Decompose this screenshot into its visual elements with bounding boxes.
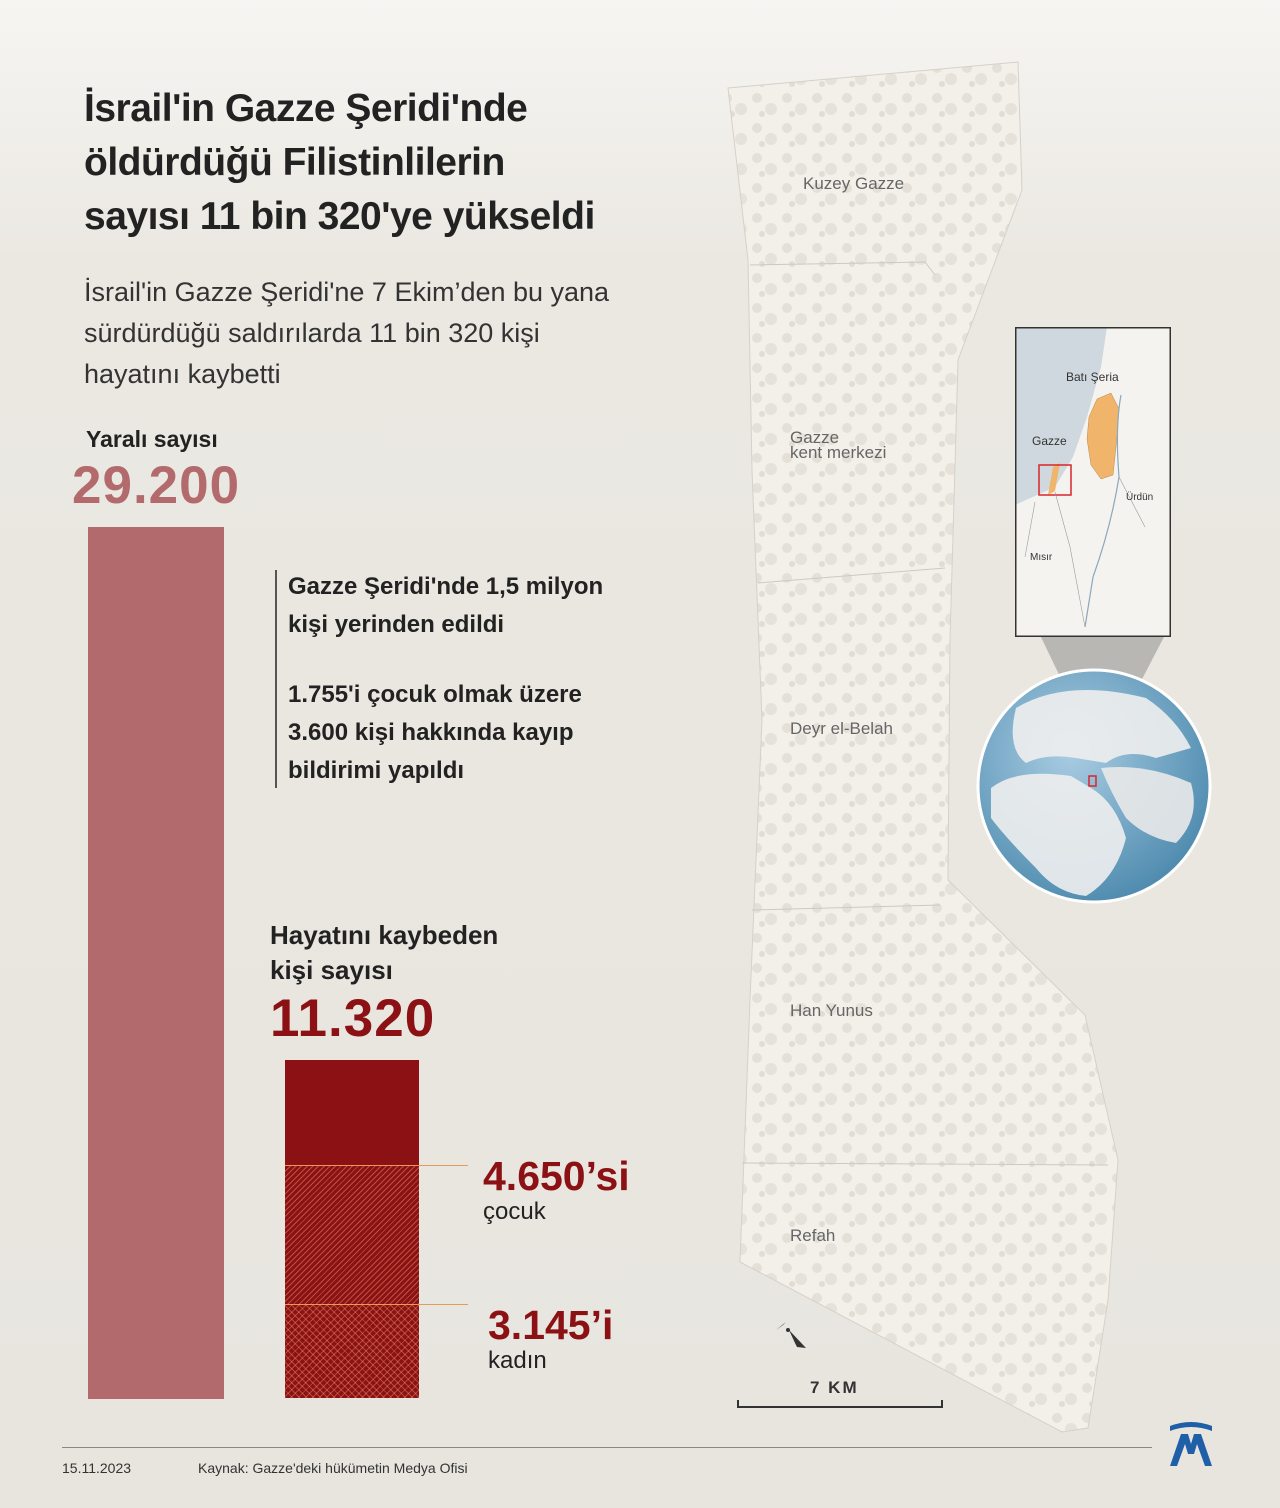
title-line: İsrail'in Gazze Şeridi'nde <box>84 87 528 130</box>
west-bank-shape <box>1086 392 1120 480</box>
injured-bar <box>88 527 224 1399</box>
border-lines <box>1024 476 1146 628</box>
note-line: bildirimi yapıldı <box>288 757 465 784</box>
note-line: 3.600 kişi hakkında kayıp <box>288 719 574 746</box>
killed-label-line: Hayatını kaybeden <box>270 920 499 950</box>
missing-note: 1.755'i çocuk olmak üzere 3.600 kişi hak… <box>288 676 582 790</box>
subtitle: İsrail'in Gazze Şeridi'ne 7 Ekim’den bu … <box>84 272 684 395</box>
gaza-strip-map <box>727 61 1119 1433</box>
subtitle-line: hayatını kaybetti <box>84 359 281 389</box>
label-west-bank: Batı Şeria <box>1066 370 1119 384</box>
killed-label: Hayatını kaybeden kişi sayısı <box>270 918 498 988</box>
district-borders <box>741 261 1109 1166</box>
children-value: 4.650’si <box>483 1153 630 1199</box>
injured-value: 29.200 <box>72 456 241 515</box>
note-line: kişi yerinden edildi <box>288 611 505 638</box>
children-leader-line <box>285 1165 468 1166</box>
gaza-highlight-box <box>1038 464 1072 496</box>
gaza-strip-shape <box>727 61 1119 1433</box>
subtitle-line: sürdürdüğü saldırılarda 11 bin 320 kişi <box>84 318 540 348</box>
aa-logo-icon <box>1170 1422 1212 1466</box>
footer-date: 15.11.2023 <box>62 1460 132 1476</box>
label-jordan: Ürdün <box>1126 492 1154 503</box>
killed-label-line: kişi sayısı <box>270 955 393 985</box>
label-khan-yunis: Han Yunus <box>790 1001 873 1020</box>
subtitle-line: İsrail'in Gazze Şeridi'ne 7 Ekim’den bu … <box>84 277 610 307</box>
title-line: öldürdüğü Filistinlilerin <box>84 141 505 184</box>
label-gaza-city-line1: Gazze <box>790 428 840 447</box>
displaced-note: Gazze Şeridi'nde 1,5 milyon kişi yerinde… <box>288 568 603 644</box>
women-value: 3.145’i <box>488 1302 614 1348</box>
page-title: İsrail'in Gazze Şeridi'nde öldürdüğü Fil… <box>84 82 704 244</box>
africa-land <box>991 773 1126 896</box>
gaza-locator-box <box>1088 775 1097 787</box>
title-line: sayısı 11 bin 320'ye yükseldi <box>84 195 595 238</box>
europe-land <box>1012 690 1191 763</box>
women-label: kadın <box>488 1347 547 1374</box>
note-divider <box>275 570 277 788</box>
killed-value: 11.320 <box>270 989 436 1048</box>
scale-bar <box>737 1400 943 1408</box>
note-line: Gazze Şeridi'nde 1,5 milyon <box>288 573 604 600</box>
label-rafah: Refah <box>790 1226 836 1245</box>
regional-inset-map <box>1015 327 1171 637</box>
injured-label: Yaralı sayısı <box>86 426 218 452</box>
label-north-gaza: Kuzey Gazze <box>803 174 905 193</box>
north-arrow-icon <box>776 1322 806 1348</box>
note-line: 1.755'i çocuk olmak üzere <box>288 681 582 708</box>
label-deir-al-balah: Deyr el-Belah <box>790 719 893 738</box>
label-gaza-inset: Gazze <box>1032 434 1067 448</box>
women-segment <box>285 1304 419 1398</box>
children-label: çocuk <box>483 1198 546 1225</box>
children-segment <box>285 1165 419 1304</box>
footer-source: Kaynak: Gazze'deki hükümetin Medya Ofisi <box>198 1460 468 1476</box>
gaza-shape <box>1048 463 1060 495</box>
globe-icon <box>976 668 1212 904</box>
mediterranean-sea <box>1015 327 1107 505</box>
label-gaza-city-line2: kent merkezi <box>790 443 887 462</box>
scale-label: 7 KM <box>810 1378 859 1397</box>
middle-east-land <box>1101 767 1194 843</box>
label-egypt: Mısır <box>1030 552 1053 563</box>
women-leader-line <box>285 1304 468 1305</box>
footer-divider <box>62 1447 1152 1448</box>
